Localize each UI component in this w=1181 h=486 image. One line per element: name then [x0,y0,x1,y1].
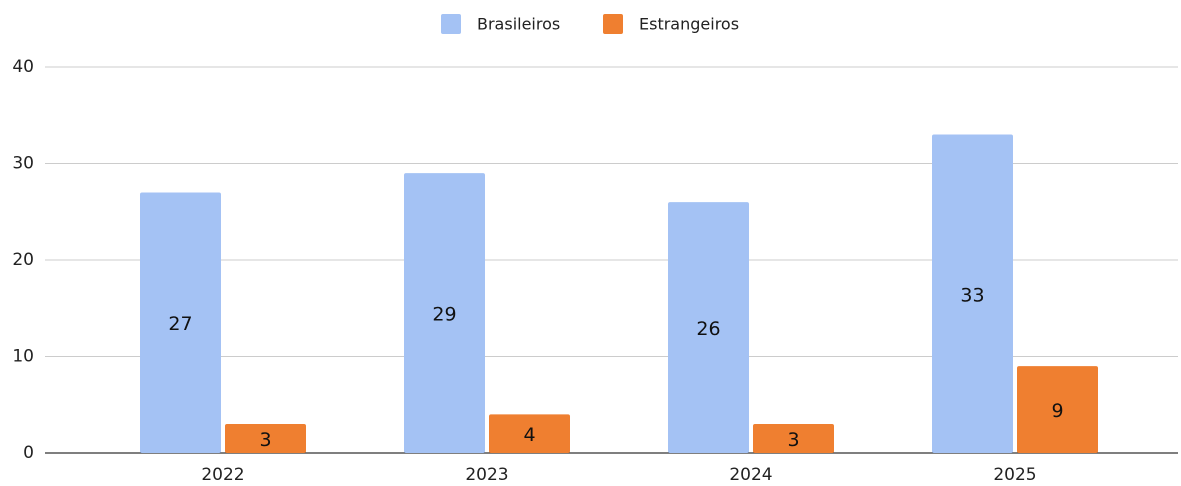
x-tick-label: 2023 [465,465,508,485]
bar [225,424,306,453]
y-tick-label: 20 [12,250,34,270]
y-tick-label: 10 [12,347,34,367]
bar [489,414,570,453]
y-tick-label: 0 [23,443,34,463]
y-tick-label: 40 [12,57,34,77]
bar [404,173,485,453]
bar [1017,366,1098,453]
value-label: 3 [787,429,799,451]
value-label: 27 [168,313,192,335]
x-tick-label: 2025 [993,465,1036,485]
legend-swatch [441,14,461,34]
bar [753,424,834,453]
legend-label: Estrangeiros [639,15,739,34]
x-tick-label: 2022 [201,465,244,485]
legend-label: Brasileiros [477,15,560,34]
value-label: 26 [696,318,720,340]
bar [668,202,749,453]
y-tick-label: 30 [12,154,34,174]
bar [932,134,1013,454]
value-label: 4 [523,424,535,446]
x-tick-label: 2024 [729,465,772,485]
legend-swatch [603,14,623,34]
bar [140,192,221,453]
value-label: 29 [432,304,456,326]
value-label: 9 [1051,400,1063,422]
value-label: 33 [960,284,984,306]
value-label: 3 [259,429,271,451]
